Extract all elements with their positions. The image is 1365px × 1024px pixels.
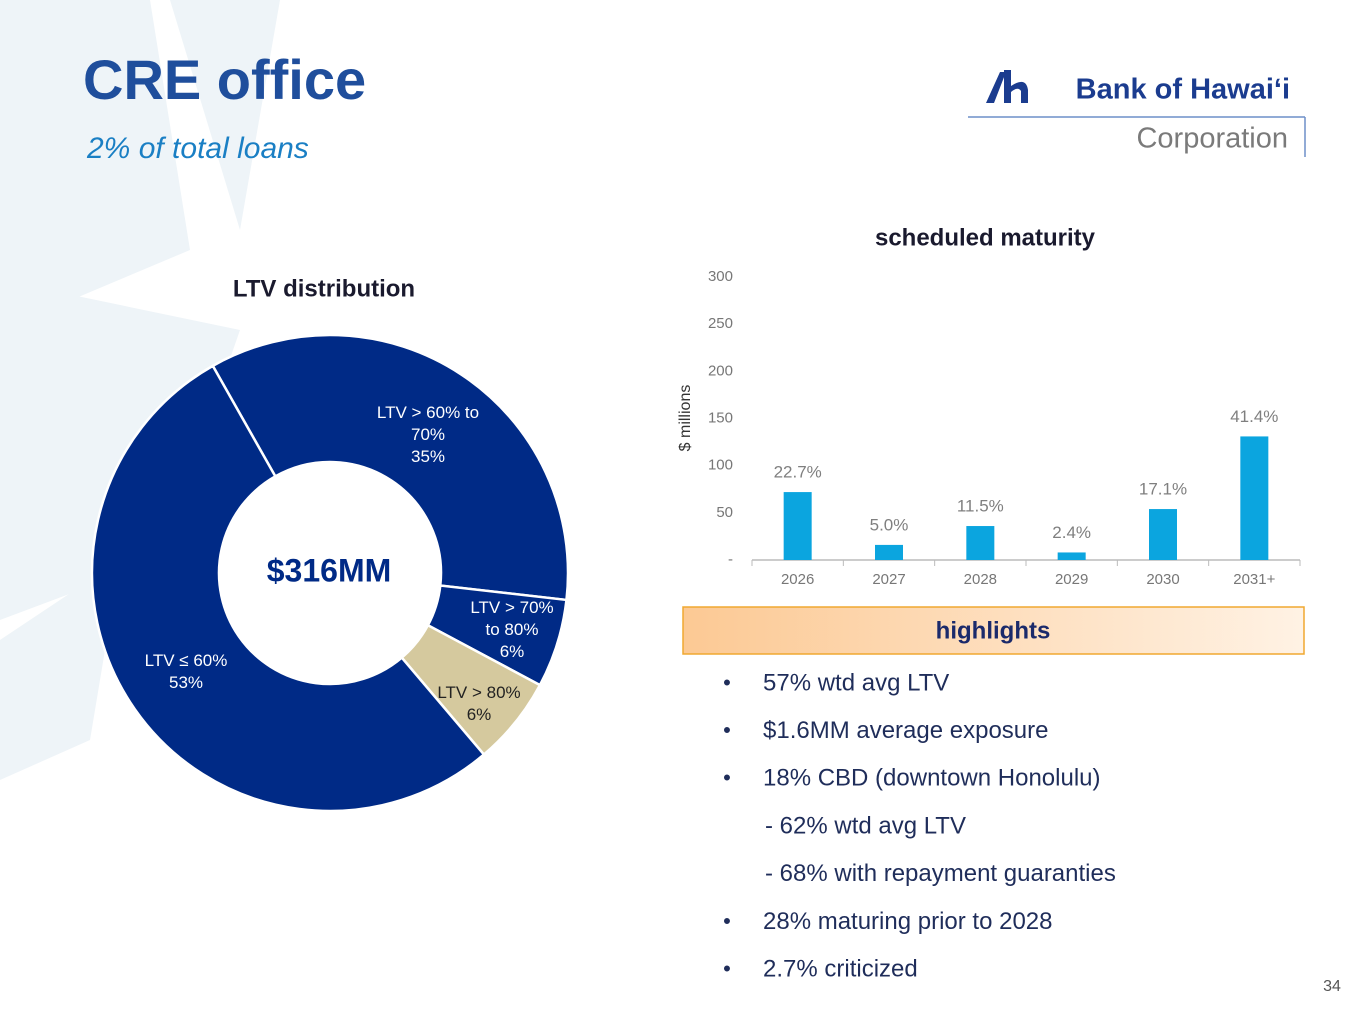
highlights-title: highlights bbox=[936, 617, 1051, 644]
highlight-item: 57% wtd avg LTV bbox=[763, 669, 949, 696]
bullet: • bbox=[723, 908, 731, 933]
x-tick-label: 2031+ bbox=[1233, 571, 1275, 588]
slice-label: LTV > 60% to 70% 35% bbox=[363, 402, 493, 468]
highlight-item: - 68% with repayment guaranties bbox=[765, 860, 1116, 887]
y-tick-label: 200 bbox=[708, 362, 733, 379]
highlight-item: 2.7% criticized bbox=[763, 956, 918, 983]
slice-value: 6% bbox=[499, 642, 525, 661]
bar bbox=[966, 526, 995, 560]
y-tick-label: 50 bbox=[716, 504, 733, 521]
data-label: 22.7% bbox=[774, 463, 822, 482]
x-tick-label: 2028 bbox=[964, 571, 997, 588]
subtitle: 2% of total loans bbox=[86, 132, 309, 165]
x-tick-label: 2027 bbox=[872, 571, 905, 588]
highlight-item: 18% CBD (downtown Honolulu) bbox=[763, 765, 1101, 792]
y-tick-label: 300 bbox=[708, 268, 733, 285]
highlight-item: - 62% wtd avg LTV bbox=[765, 812, 966, 839]
x-tick-label: 2029 bbox=[1055, 571, 1088, 588]
chart-title: scheduled maturity bbox=[875, 224, 1096, 251]
page-number: 34 bbox=[1323, 978, 1341, 995]
highlights-box bbox=[682, 606, 1305, 655]
highlight-item: 28% maturing prior to 2028 bbox=[763, 908, 1053, 935]
background-star bbox=[0, 0, 280, 780]
logo: Bank of Hawaiʻi Corporation bbox=[968, 70, 1306, 157]
slice-category: LTV > 80% bbox=[437, 683, 521, 702]
slice-label: LTV > 70% to 80% 6% bbox=[462, 597, 562, 663]
bullet: • bbox=[723, 718, 731, 743]
center-label: $316MM bbox=[267, 552, 392, 588]
pie-slice bbox=[90, 364, 486, 813]
y-axis-label: $ millions bbox=[677, 385, 694, 452]
x-tick-label: 2030 bbox=[1146, 571, 1179, 588]
slice-category: LTV > 70% to 80% bbox=[470, 598, 554, 639]
data-label: 2.4% bbox=[1052, 523, 1091, 542]
bar bbox=[783, 492, 812, 560]
bar bbox=[875, 544, 903, 560]
data-label: 41.4% bbox=[1230, 407, 1278, 426]
slice-label: LTV > 80% 6% bbox=[424, 682, 534, 726]
bullet: • bbox=[723, 670, 731, 695]
bullet: • bbox=[723, 956, 731, 981]
bar bbox=[1240, 436, 1269, 560]
logo-sub: Corporation bbox=[1136, 123, 1288, 155]
slice-value: 6% bbox=[466, 705, 492, 724]
highlight-item: $1.6MM average exposure bbox=[763, 717, 1049, 744]
slice-category: LTV > 60% to 70% bbox=[376, 403, 480, 444]
title: CRE office bbox=[83, 48, 366, 111]
slice-category: LTV ≤ 60% bbox=[144, 651, 228, 670]
slice-label: LTV ≤ 60% 53% bbox=[131, 650, 241, 694]
slice-value: 53% bbox=[168, 673, 204, 692]
x-tick-label: 2026 bbox=[781, 571, 814, 588]
bar bbox=[1057, 552, 1086, 560]
pie-slice bbox=[211, 333, 570, 602]
y-tick-label: 100 bbox=[708, 457, 733, 474]
y-tick-label: 250 bbox=[708, 315, 733, 332]
y-tick-label: 150 bbox=[708, 409, 733, 426]
logo-name: Bank of Hawaiʻi bbox=[1076, 74, 1290, 106]
bar bbox=[1149, 509, 1177, 560]
y-tick-label: - bbox=[728, 551, 733, 568]
bullet: • bbox=[723, 765, 731, 790]
data-label: 17.1% bbox=[1139, 480, 1187, 499]
chart-title: LTV distribution bbox=[233, 275, 415, 302]
data-label: 11.5% bbox=[957, 497, 1004, 516]
data-label: 5.0% bbox=[870, 515, 909, 534]
slice-value: 35% bbox=[410, 447, 446, 466]
